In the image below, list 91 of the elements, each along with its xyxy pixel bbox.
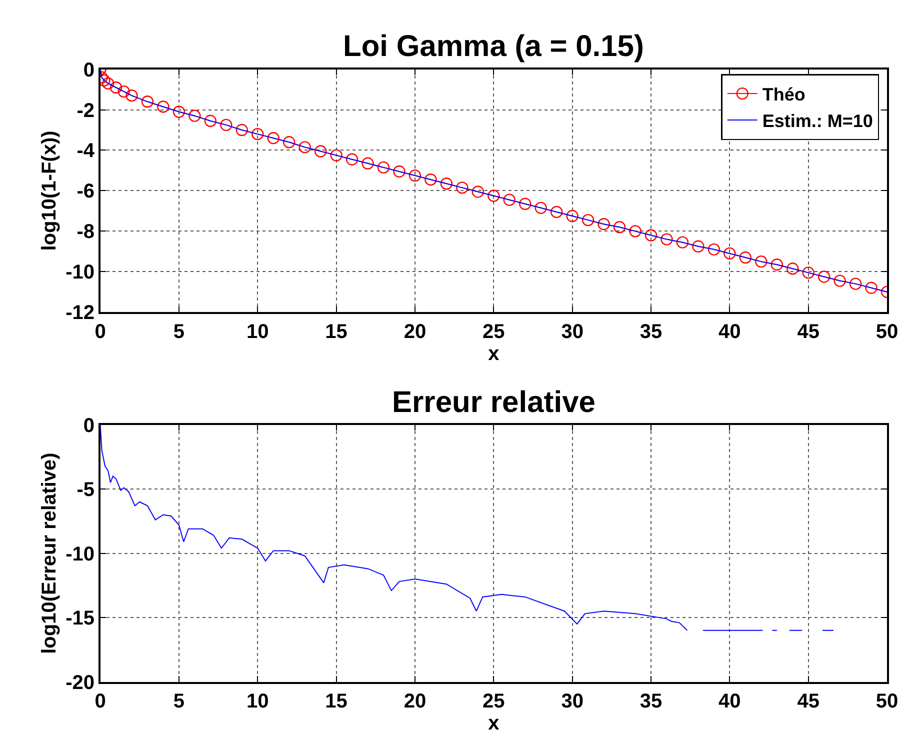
point — [739, 251, 752, 264]
point — [141, 96, 154, 108]
point — [220, 118, 232, 132]
point — [346, 153, 358, 166]
chart-title: Loi Gamma (a = 0.15) — [343, 30, 644, 63]
y-tick-label: -20 — [66, 672, 95, 694]
point — [393, 165, 406, 178]
point — [566, 210, 578, 222]
point — [503, 194, 516, 206]
point — [534, 202, 547, 214]
x-tick-label: 45 — [797, 690, 820, 713]
legend-label: Estim.: M=10 — [762, 110, 873, 131]
point — [519, 198, 532, 210]
point — [550, 206, 563, 218]
y-tick-label: -15 — [66, 608, 95, 630]
x-tick-label: 20 — [404, 690, 426, 713]
y-axis-title: log10(1-F(x)) — [38, 130, 61, 251]
point — [755, 255, 768, 268]
point — [865, 282, 878, 294]
y-tick-label: -5 — [76, 479, 95, 502]
x-tick-label: 45 — [797, 320, 820, 343]
point — [660, 233, 673, 246]
point — [118, 85, 130, 98]
y-tick-label: -10 — [66, 543, 95, 566]
x-tick-label: 50 — [876, 690, 898, 713]
point — [236, 124, 248, 136]
point — [282, 136, 296, 148]
x-axis-title: x — [488, 342, 500, 365]
point — [204, 114, 217, 127]
point — [377, 161, 390, 174]
x-tick-label: 25 — [482, 320, 505, 343]
point — [314, 145, 327, 158]
point — [456, 182, 468, 194]
x-tick-label: 40 — [718, 690, 741, 713]
point — [692, 240, 704, 252]
x-axis-title: x — [488, 712, 500, 735]
y-tick-label: -8 — [76, 221, 95, 244]
point — [408, 169, 422, 182]
point — [472, 186, 484, 198]
legend-label: Théo — [762, 84, 806, 105]
point — [802, 266, 814, 279]
point — [786, 262, 799, 275]
x-tick-label: 35 — [640, 320, 662, 343]
y-tick-label: -2 — [76, 100, 95, 122]
y-tick-label: 0 — [83, 414, 95, 437]
point — [172, 106, 186, 118]
chart-title: Erreur relative — [392, 386, 596, 419]
point — [849, 278, 862, 290]
y-tick-label: -6 — [76, 180, 95, 203]
point — [708, 243, 720, 256]
point — [818, 270, 830, 283]
x-tick-label: 10 — [246, 320, 269, 343]
point — [582, 214, 594, 226]
point — [102, 77, 114, 90]
x-tick-label: 5 — [173, 690, 185, 713]
point — [834, 274, 846, 287]
y-tick-label: -4 — [76, 140, 96, 162]
point — [188, 110, 201, 122]
point — [267, 132, 280, 144]
point — [157, 100, 170, 113]
y-tick-label: 0 — [83, 59, 95, 82]
point — [126, 89, 138, 102]
y-axis-title: log10(Erreur relative) — [38, 452, 61, 654]
point — [724, 247, 736, 260]
point — [298, 141, 311, 154]
x-tick-label: 50 — [876, 320, 898, 343]
point — [110, 81, 122, 94]
x-tick-label: 40 — [718, 320, 741, 343]
x-tick-label: 35 — [640, 690, 662, 713]
point — [598, 218, 610, 230]
point — [330, 149, 342, 162]
point — [644, 229, 658, 242]
point — [770, 258, 783, 271]
point — [613, 221, 626, 234]
point — [362, 157, 374, 170]
x-tick-label: 15 — [325, 320, 348, 343]
point — [629, 225, 642, 238]
x-tick-label: 5 — [173, 320, 185, 343]
y-tick-label: -12 — [66, 302, 95, 324]
point — [488, 190, 500, 202]
x-tick-label: 30 — [561, 690, 584, 713]
point — [252, 128, 264, 140]
x-tick-label: 15 — [325, 690, 348, 713]
point — [440, 178, 453, 190]
point — [676, 236, 689, 248]
point — [424, 173, 437, 186]
y-tick-label: -10 — [66, 262, 95, 284]
x-tick-label: 10 — [246, 690, 269, 713]
x-tick-label: 20 — [404, 320, 426, 343]
x-tick-label: 25 — [482, 690, 505, 713]
x-tick-label: 30 — [561, 320, 584, 343]
